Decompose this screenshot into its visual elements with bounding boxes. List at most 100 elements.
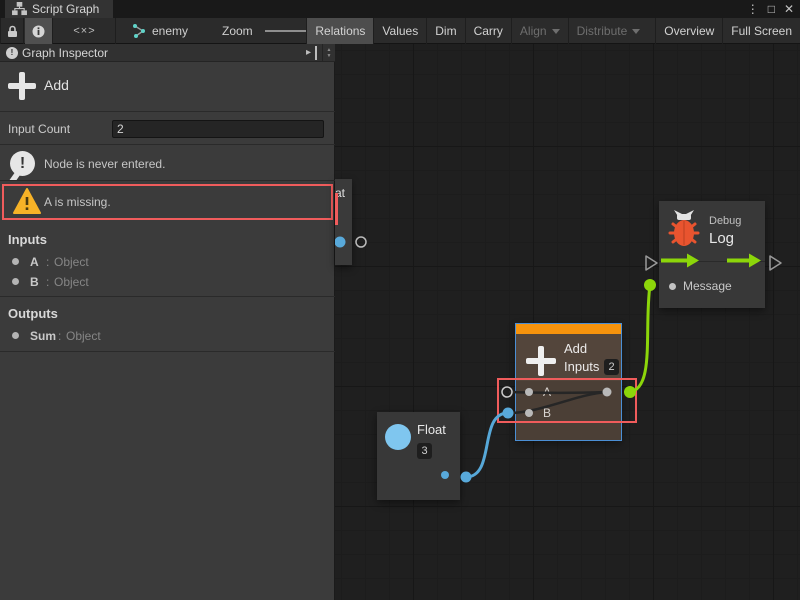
port-separator: : bbox=[58, 329, 62, 343]
port-separator: : bbox=[46, 255, 50, 269]
node-category: Debug bbox=[709, 215, 742, 227]
node-title-line2: Inputs bbox=[564, 359, 600, 374]
relations-button[interactable]: Relations bbox=[306, 18, 374, 44]
flow-port-triangle[interactable] bbox=[769, 255, 782, 271]
error-highlight-fragment bbox=[335, 193, 338, 225]
port-dot-icon bbox=[12, 332, 19, 339]
node-float-partial[interactable]: at bbox=[335, 179, 352, 265]
float-type-icon bbox=[385, 424, 411, 450]
error-highlight-rect bbox=[497, 378, 637, 423]
align-label: Align bbox=[519, 24, 547, 38]
fullscreen-button[interactable]: Full Screen bbox=[722, 18, 800, 44]
overview-button[interactable]: Overview bbox=[655, 18, 722, 44]
warning-highlight-border bbox=[2, 184, 333, 220]
outputs-section-title: Outputs bbox=[8, 306, 58, 321]
chevron-down-icon bbox=[551, 28, 560, 34]
close-icon[interactable]: ✕ bbox=[783, 2, 794, 16]
inspector-title: Graph Inspector bbox=[22, 46, 109, 60]
info-icon: ! bbox=[6, 47, 18, 59]
info-icon bbox=[32, 25, 45, 37]
title-bar: Script Graph ⋮ □ ✕ bbox=[0, 0, 800, 18]
toolbar-buttons: Relations Values Dim Carry Align Distrib… bbox=[306, 18, 800, 44]
wire-endpoint-blue[interactable] bbox=[460, 471, 472, 483]
info-bubble-icon: ! bbox=[10, 151, 35, 176]
info-button[interactable] bbox=[25, 18, 53, 44]
inputs-section-title: Inputs bbox=[8, 232, 47, 247]
breadcrumb-graph[interactable]: enemy bbox=[132, 18, 188, 44]
node-title: Float bbox=[417, 422, 446, 437]
dim-button[interactable]: Dim bbox=[426, 18, 464, 44]
bug-icon bbox=[668, 210, 700, 246]
graph-canvas[interactable]: at Float 3 Add Inputs 2 A B bbox=[335, 44, 800, 600]
node-title-clipped: at bbox=[335, 186, 346, 200]
wire-sum-to-message[interactable] bbox=[629, 284, 652, 394]
node-header bbox=[516, 334, 621, 381]
node-float[interactable]: Float 3 bbox=[377, 412, 460, 500]
chevron-down-icon bbox=[632, 28, 641, 34]
port-separator: : bbox=[46, 275, 50, 289]
float-value-badge[interactable]: 3 bbox=[417, 443, 432, 459]
unit-header-section: Add bbox=[0, 62, 335, 112]
window-controls: ⋮ □ ✕ bbox=[747, 1, 794, 17]
script-graph-icon bbox=[12, 2, 27, 16]
unit-title: Add bbox=[44, 77, 69, 93]
section-divider bbox=[0, 296, 335, 297]
tab-title: Script Graph bbox=[32, 2, 100, 16]
breadcrumb-label: enemy bbox=[152, 24, 189, 38]
distribute-dropdown[interactable]: Distribute bbox=[567, 18, 649, 44]
port-name: Sum bbox=[30, 329, 57, 343]
warning-icon bbox=[13, 188, 41, 214]
inspector-input-b[interactable]: B : Object bbox=[0, 272, 335, 292]
port-dot-icon bbox=[12, 258, 19, 265]
spinner-down-icon[interactable]: ▼ bbox=[326, 52, 332, 59]
distribute-label: Distribute bbox=[576, 24, 628, 38]
info-message-row: ! Node is never entered. bbox=[0, 146, 335, 181]
wires-overlay bbox=[335, 236, 782, 483]
input-count-field[interactable] bbox=[112, 120, 324, 138]
section-divider bbox=[0, 351, 335, 352]
node-divider bbox=[659, 261, 765, 262]
port-name: A bbox=[30, 255, 39, 269]
add-icon bbox=[526, 346, 556, 376]
flow-port-triangle[interactable] bbox=[645, 255, 658, 271]
port-type: Object bbox=[54, 275, 89, 289]
tab-script-graph[interactable]: Script Graph bbox=[5, 0, 113, 18]
wire-endpoint-green[interactable] bbox=[644, 279, 656, 291]
graph-inspector-panel: ! Graph Inspector ▸ ▲ ▼ Add Input Count … bbox=[0, 44, 335, 600]
inspector-input-a[interactable]: A : Object bbox=[0, 252, 335, 272]
node-title: Log bbox=[709, 230, 735, 247]
values-button[interactable]: Values bbox=[373, 18, 426, 44]
menu-icon[interactable]: ⋮ bbox=[746, 2, 759, 16]
inspector-output-sum[interactable]: Sum : Object bbox=[0, 326, 335, 346]
input-count-label: Input Count bbox=[8, 122, 71, 136]
flow-input-arrow-icon[interactable] bbox=[661, 253, 701, 268]
align-dropdown[interactable]: Align bbox=[510, 18, 568, 44]
carry-button[interactable]: Carry bbox=[464, 18, 511, 44]
port-type: Object bbox=[54, 255, 89, 269]
maximize-icon[interactable]: □ bbox=[767, 2, 775, 16]
input-count-row: Input Count bbox=[0, 112, 335, 145]
node-accent-bar bbox=[516, 324, 621, 334]
message-port-dot[interactable] bbox=[669, 283, 676, 290]
warning-message-row: A is missing. bbox=[0, 181, 335, 223]
warning-message: A is missing. bbox=[44, 195, 111, 209]
lock-button[interactable] bbox=[0, 18, 24, 44]
node-add-inputs[interactable]: Add Inputs 2 A B bbox=[515, 323, 622, 441]
scroll-spinner[interactable]: ▲ ▼ bbox=[322, 44, 335, 62]
missing-connection-circle[interactable] bbox=[355, 236, 367, 248]
port-dot-icon bbox=[12, 278, 19, 285]
graph-asset-icon bbox=[133, 24, 145, 38]
lock-icon bbox=[7, 25, 17, 37]
port-name: B bbox=[30, 275, 39, 289]
graph-toolbar: <×> enemy Zoom 1x Relations Values Dim C… bbox=[0, 18, 800, 44]
message-port-label: Message bbox=[683, 279, 732, 293]
spinner-up-icon[interactable]: ▲ bbox=[326, 46, 332, 53]
port-type: Object bbox=[66, 329, 101, 343]
dock-icon[interactable]: ▸ bbox=[302, 46, 317, 60]
node-debug-log[interactable]: Debug Log Message bbox=[659, 201, 765, 308]
flow-output-arrow-icon[interactable] bbox=[727, 253, 763, 268]
zoom-label: Zoom bbox=[222, 24, 253, 38]
node-title-line1: Add bbox=[564, 341, 588, 356]
code-view-button[interactable]: <×> bbox=[54, 18, 116, 44]
